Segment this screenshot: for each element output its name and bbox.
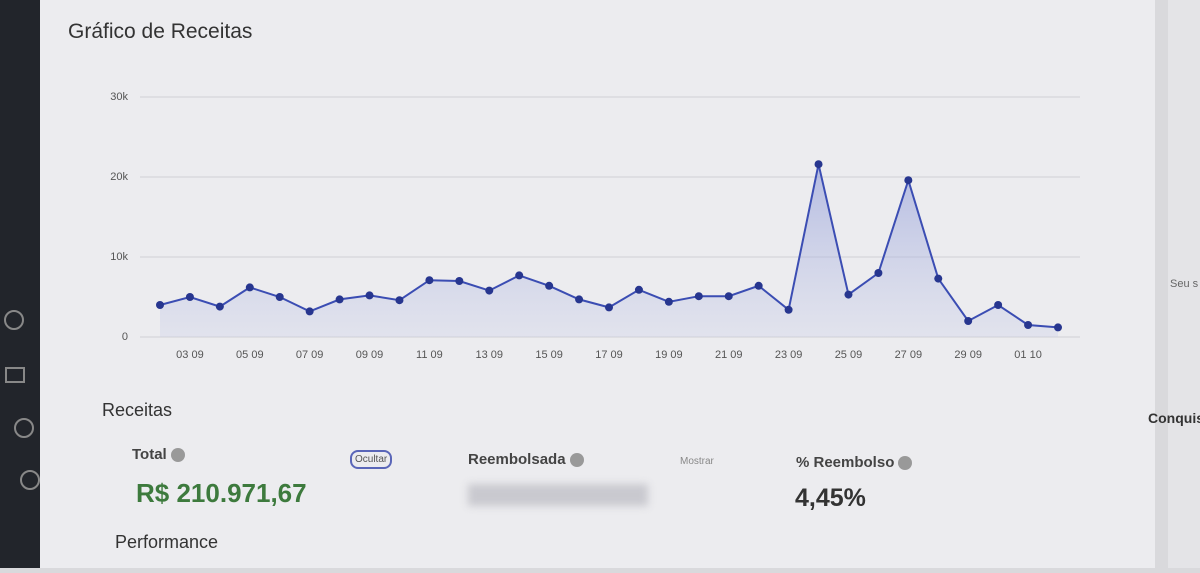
card xyxy=(40,0,1155,568)
text: Total xyxy=(132,446,167,463)
point xyxy=(634,285,643,294)
point xyxy=(305,307,314,316)
point xyxy=(1024,321,1033,329)
chart: 0 10k 20k 30k 03 09 05 09 07 09 09 09 11 09 13 09… xyxy=(110,91,1080,361)
point xyxy=(185,293,194,301)
icon[interactable] xyxy=(20,470,40,490)
point xyxy=(515,271,524,280)
help-icon[interactable] xyxy=(898,456,913,471)
right-panel xyxy=(1168,0,1200,568)
hide-button[interactable]: Ocultar xyxy=(350,450,393,469)
point xyxy=(545,281,554,290)
x-tick-label: 03 09 xyxy=(176,349,204,361)
section-title: Receitas xyxy=(102,400,173,420)
show-button[interactable]: Mostrar xyxy=(680,456,714,467)
x-tick-label: 07 09 xyxy=(296,349,324,361)
x-tick-label: 21 09 xyxy=(715,349,743,361)
y-tick-label: 30k xyxy=(110,91,128,103)
text: Reembolsada xyxy=(468,451,566,468)
blurred-value xyxy=(468,484,648,506)
point xyxy=(844,290,853,299)
point xyxy=(694,292,703,301)
point xyxy=(605,303,613,312)
point xyxy=(934,274,943,283)
point xyxy=(156,301,164,309)
label: Total xyxy=(132,446,185,463)
icon[interactable] xyxy=(5,367,25,383)
point xyxy=(215,302,224,311)
point xyxy=(455,277,464,285)
refund-value: 4,45% xyxy=(795,484,866,512)
x-tick-label: 27 09 xyxy=(895,349,923,361)
x-tick-label: 19 09 xyxy=(655,349,683,361)
point xyxy=(994,301,1003,309)
sidebar-icons xyxy=(4,310,40,490)
x-tick-label: 23 09 xyxy=(775,349,803,361)
point xyxy=(904,176,913,185)
x-tick-label: 13 09 xyxy=(476,349,504,361)
icon[interactable] xyxy=(14,418,34,438)
point xyxy=(575,295,584,304)
x-tick-label: 15 09 xyxy=(535,349,563,361)
icon[interactable] xyxy=(4,310,24,330)
point xyxy=(724,292,733,301)
point xyxy=(1054,323,1062,332)
x-tick-label: 25 09 xyxy=(835,349,863,361)
y-tick-label: 0 xyxy=(122,331,128,343)
point xyxy=(754,281,763,290)
section-title: Performance xyxy=(115,532,219,552)
x-tick-label: 17 09 xyxy=(595,349,623,361)
point xyxy=(814,160,823,169)
point xyxy=(275,293,284,301)
point xyxy=(395,296,404,305)
x-tick-label: 11 09 xyxy=(416,349,443,361)
label: Reembolsada xyxy=(468,451,584,468)
point xyxy=(365,291,374,300)
side-title: Conquis xyxy=(1148,410,1200,426)
label: % Reembolso xyxy=(796,454,913,471)
help-icon[interactable] xyxy=(170,448,185,463)
point xyxy=(335,295,344,304)
y-tick-label: 20k xyxy=(110,171,128,183)
chart-title: Gráfico de Receitas xyxy=(68,20,253,43)
area xyxy=(160,164,1058,337)
x-tick-label: 05 09 xyxy=(236,349,264,361)
help-icon[interactable] xyxy=(569,453,584,468)
x-tick-label: 01 10 xyxy=(1014,349,1042,361)
y-tick-label: 10k xyxy=(110,251,128,263)
point xyxy=(485,286,494,295)
x-tick-label: 09 09 xyxy=(356,349,384,361)
point xyxy=(964,317,973,325)
point xyxy=(664,297,673,306)
point xyxy=(425,276,434,285)
point xyxy=(874,269,883,277)
total-value: R$ 210.971,67 xyxy=(136,478,307,508)
x-tick-label: 29 09 xyxy=(954,349,982,361)
point xyxy=(245,283,254,292)
side-text: Seu s xyxy=(1170,278,1199,290)
point xyxy=(784,305,793,314)
text: % Reembolso xyxy=(796,454,895,471)
